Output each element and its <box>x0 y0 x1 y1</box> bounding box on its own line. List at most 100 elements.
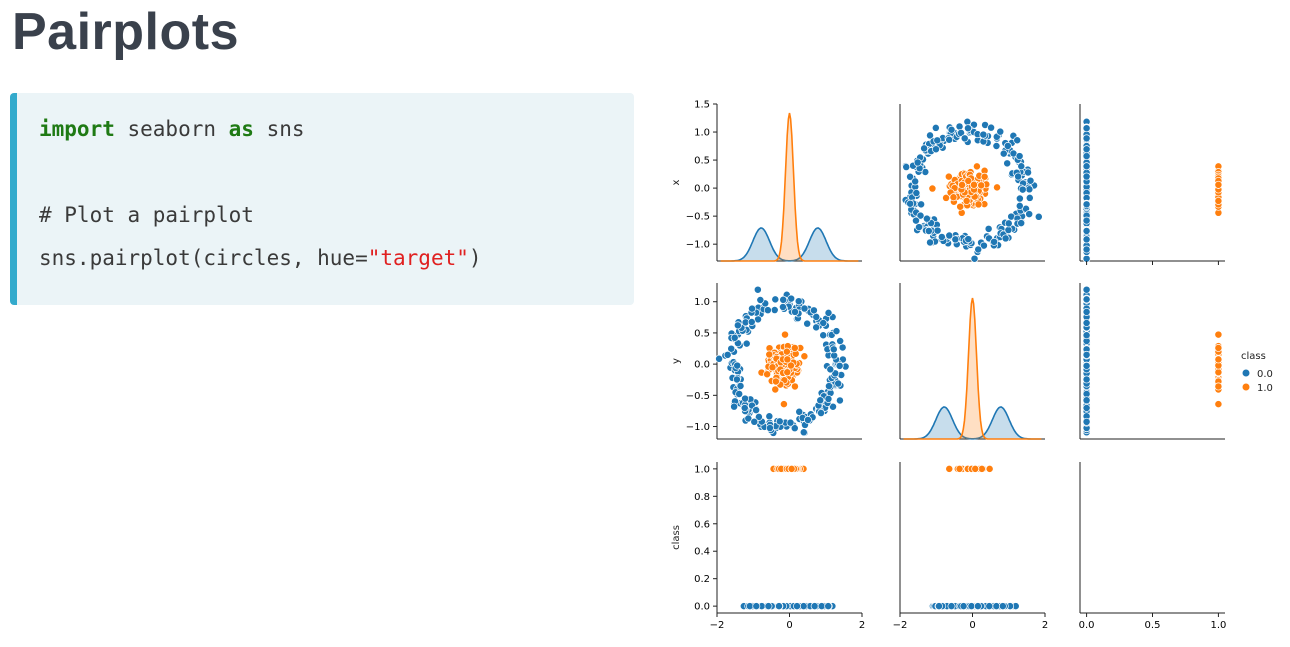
point-class-1 <box>977 464 986 473</box>
point-class-0 <box>765 412 774 421</box>
kde-class-1 <box>903 297 1042 440</box>
point-class-0 <box>926 238 935 247</box>
point-class-1 <box>985 464 994 473</box>
point-class-1 <box>763 370 772 379</box>
panel-class-y: −2 0 2 <box>893 462 1048 631</box>
point-class-0 <box>922 214 931 223</box>
point-class-0 <box>836 337 845 345</box>
point-class-1 <box>781 330 789 339</box>
point-class-0 <box>775 602 783 611</box>
point-class-0 <box>771 295 780 304</box>
point-class-0 <box>945 135 954 144</box>
point-class-0 <box>906 172 915 181</box>
point-class-0 <box>787 294 796 303</box>
point-class-0 <box>1026 176 1035 185</box>
point-class-0 <box>838 343 847 352</box>
point-class-0 <box>1082 245 1091 254</box>
point-class-0 <box>756 296 765 304</box>
panel-y-x: 1.0 0.5 0.0 −0.5 −1.0 <box>686 283 862 440</box>
point-class-0 <box>1082 200 1091 209</box>
point-class-0 <box>998 602 1007 611</box>
point-class-0 <box>764 602 773 611</box>
point-class-0 <box>752 602 761 611</box>
point-class-1 <box>1214 344 1223 352</box>
point-class-0 <box>1082 319 1091 327</box>
point-class-0 <box>911 177 920 186</box>
point-class-0 <box>800 304 809 313</box>
point-class-1 <box>945 464 954 473</box>
point-class-0 <box>819 331 828 340</box>
point-class-1 <box>955 464 964 473</box>
point-class-0 <box>744 414 753 423</box>
point-class-0 <box>913 158 922 167</box>
panel-y-class <box>1079 283 1225 440</box>
point-class-1 <box>970 180 978 189</box>
point-class-0 <box>970 254 979 263</box>
point-class-0 <box>779 303 787 311</box>
point-class-0 <box>1003 141 1012 150</box>
y-tick-label: 0.4 <box>694 547 710 558</box>
point-class-0 <box>960 134 969 143</box>
y-tick-label: −0.5 <box>686 212 710 223</box>
point-class-0 <box>748 304 756 313</box>
point-class-0 <box>1082 331 1091 340</box>
point-class-1 <box>783 355 792 364</box>
point-class-0 <box>1024 168 1033 177</box>
point-class-0 <box>987 123 996 132</box>
point-class-0 <box>730 333 739 342</box>
point-class-1 <box>1214 196 1223 205</box>
point-class-0 <box>915 223 924 232</box>
x-tick-label: 2 <box>1042 620 1048 631</box>
point-class-0 <box>1018 185 1027 194</box>
point-class-0 <box>902 163 911 171</box>
code-comment: # Plot a pairplot <box>39 203 254 227</box>
x-tick-label: 2 <box>859 620 865 631</box>
point-class-0 <box>730 402 739 411</box>
point-class-0 <box>1025 185 1034 194</box>
point-class-0 <box>826 365 835 374</box>
point-class-0 <box>963 117 972 126</box>
panel-x-x: 1.5 1.0 0.5 0.0 −0.5 −1.0 <box>686 100 862 262</box>
point-class-0 <box>945 231 954 240</box>
point-class-0 <box>747 318 756 326</box>
y-tick-label: −0.5 <box>686 391 710 402</box>
point-class-1 <box>790 344 799 352</box>
point-class-0 <box>824 394 833 403</box>
point-class-0 <box>935 602 943 611</box>
point-class-0 <box>916 211 925 220</box>
point-class-0 <box>1082 162 1091 171</box>
point-class-1 <box>974 200 983 209</box>
point-class-0 <box>984 224 993 233</box>
point-class-0 <box>999 149 1008 158</box>
y-tick-label: 0.5 <box>694 156 710 167</box>
point-class-0 <box>1082 404 1091 412</box>
point-class-0 <box>779 295 788 304</box>
x-tick-label: −2 <box>893 620 908 631</box>
point-class-1 <box>949 193 958 202</box>
point-class-0 <box>752 406 761 415</box>
panel-x-class <box>1079 104 1225 265</box>
point-class-0 <box>715 354 724 363</box>
point-class-0 <box>1004 219 1013 228</box>
point-class-0 <box>733 321 742 330</box>
panel-x-y <box>899 104 1045 263</box>
point-class-0 <box>990 237 999 246</box>
point-class-1 <box>1214 382 1223 391</box>
legend-title: class <box>1241 351 1266 362</box>
point-class-1 <box>768 363 777 372</box>
point-class-0 <box>819 319 828 327</box>
y-tick-label: 0.0 <box>694 360 710 371</box>
point-class-0 <box>799 428 808 437</box>
y-tick-label: 1.0 <box>694 297 710 308</box>
point-class-0 <box>1082 417 1091 426</box>
y-tick-label: 0.6 <box>694 519 710 530</box>
point-class-1 <box>1214 355 1223 364</box>
point-class-0 <box>754 412 763 421</box>
point-class-0 <box>741 394 750 403</box>
point-class-0 <box>1034 212 1043 221</box>
point-class-0 <box>732 375 741 384</box>
point-class-0 <box>1082 227 1091 235</box>
y-tick-label: 0.0 <box>694 602 710 613</box>
point-class-0 <box>947 125 956 134</box>
point-class-0 <box>1003 159 1012 168</box>
